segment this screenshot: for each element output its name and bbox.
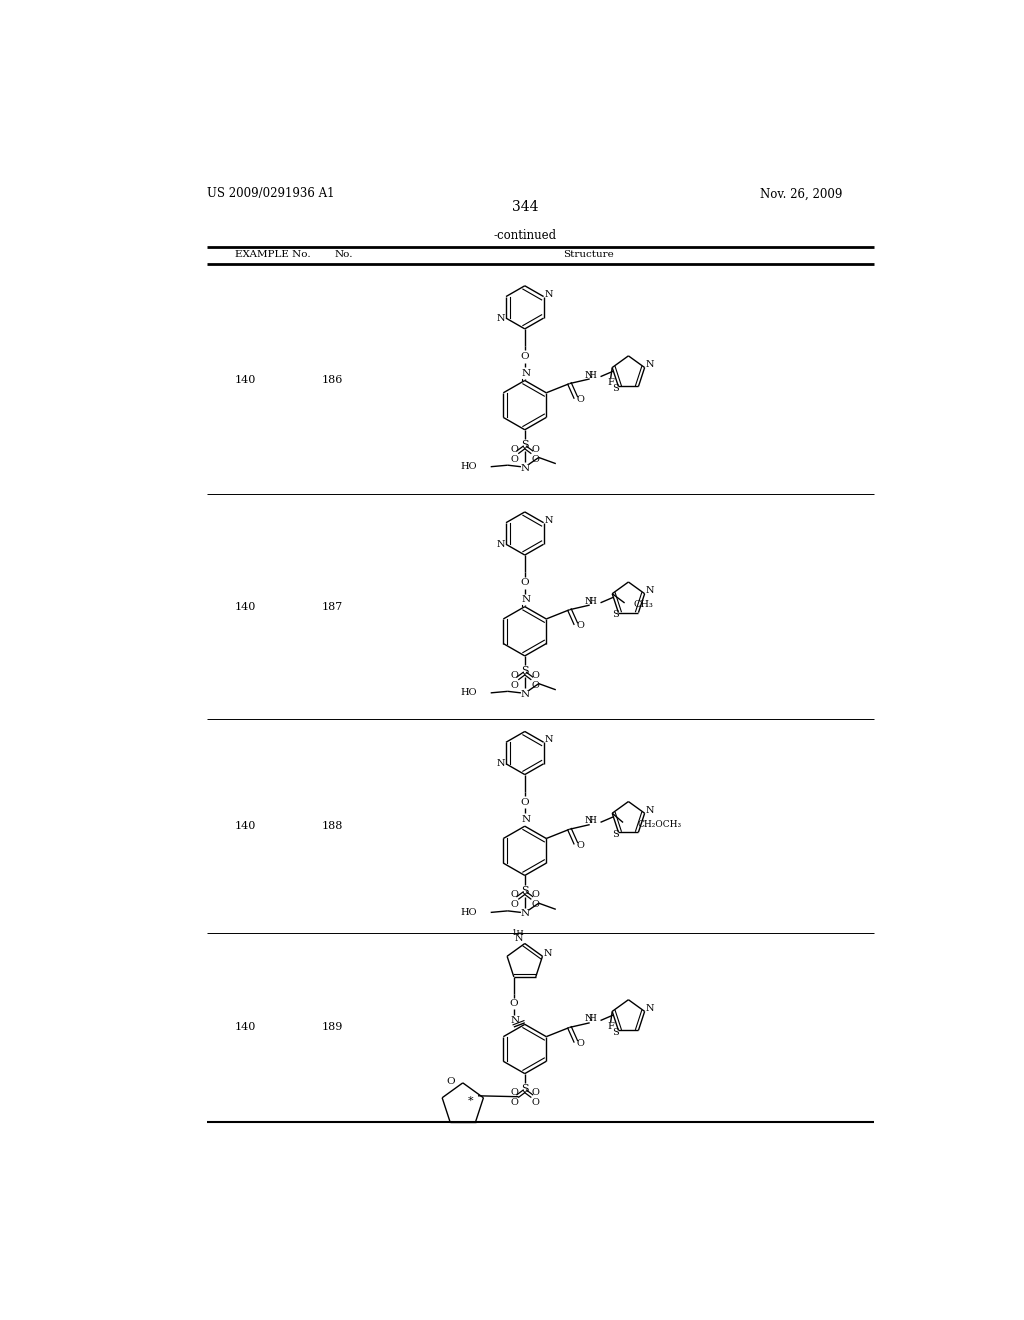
- Text: O: O: [510, 454, 518, 463]
- Text: US 2009/0291936 A1: US 2009/0291936 A1: [207, 187, 335, 201]
- Text: N: N: [585, 816, 593, 825]
- Text: EXAMPLE No.: EXAMPLE No.: [236, 251, 310, 260]
- Text: 140: 140: [234, 375, 256, 385]
- Text: O: O: [510, 890, 518, 899]
- Text: 188: 188: [323, 821, 343, 832]
- Text: N: N: [520, 463, 529, 473]
- Text: N: N: [520, 690, 529, 698]
- Text: O: O: [510, 1098, 518, 1107]
- Text: N: N: [497, 314, 505, 322]
- Text: S: S: [521, 886, 528, 896]
- Text: N: N: [646, 1003, 654, 1012]
- Text: O: O: [577, 1039, 585, 1048]
- Text: O: O: [531, 1098, 540, 1107]
- Text: O: O: [510, 999, 518, 1008]
- Text: O: O: [520, 578, 529, 587]
- Text: -continued: -continued: [494, 230, 556, 242]
- Text: O: O: [531, 445, 540, 454]
- Text: No.: No.: [334, 251, 353, 260]
- Text: F: F: [607, 1022, 614, 1031]
- Text: 189: 189: [323, 1023, 343, 1032]
- Text: N: N: [497, 540, 505, 549]
- Text: N: N: [646, 805, 654, 814]
- Text: S: S: [612, 830, 618, 840]
- Text: N: N: [514, 935, 523, 944]
- Text: N: N: [545, 735, 553, 744]
- Text: O: O: [531, 671, 540, 680]
- Text: N: N: [522, 370, 530, 378]
- Text: N: N: [545, 290, 553, 298]
- Text: HO: HO: [460, 688, 477, 697]
- Text: O: O: [510, 445, 518, 454]
- Text: S: S: [612, 384, 618, 393]
- Text: O: O: [520, 352, 529, 362]
- Text: O: O: [531, 1089, 540, 1097]
- Text: H: H: [589, 371, 597, 380]
- Text: 1H: 1H: [512, 929, 525, 937]
- Text: O: O: [510, 671, 518, 680]
- Text: 186: 186: [323, 375, 343, 385]
- Text: CH₂OCH₃: CH₂OCH₃: [637, 820, 681, 829]
- Text: O: O: [577, 395, 585, 404]
- Text: O: O: [510, 681, 518, 689]
- Text: N: N: [544, 949, 552, 958]
- Text: 140: 140: [234, 602, 256, 611]
- Text: S: S: [612, 610, 618, 619]
- Text: 344: 344: [512, 201, 538, 214]
- Text: O: O: [446, 1077, 455, 1086]
- Text: HO: HO: [460, 462, 477, 471]
- Text: H: H: [589, 597, 597, 606]
- Text: O: O: [510, 900, 518, 909]
- Text: 140: 140: [234, 1023, 256, 1032]
- Text: H: H: [589, 816, 597, 825]
- Text: N: N: [520, 909, 529, 919]
- Text: O: O: [577, 622, 585, 631]
- Text: Nov. 26, 2009: Nov. 26, 2009: [760, 187, 842, 201]
- Text: O: O: [531, 681, 540, 689]
- Text: N: N: [522, 814, 530, 824]
- Text: N: N: [646, 360, 654, 370]
- Text: N: N: [585, 1015, 593, 1023]
- Text: N: N: [522, 595, 530, 605]
- Text: S: S: [612, 1028, 618, 1038]
- Text: Structure: Structure: [563, 251, 613, 260]
- Text: O: O: [520, 797, 529, 807]
- Text: O: O: [531, 890, 540, 899]
- Text: O: O: [531, 900, 540, 909]
- Text: H: H: [589, 1015, 597, 1023]
- Text: N: N: [585, 371, 593, 380]
- Text: N: N: [497, 759, 505, 768]
- Text: CH₃: CH₃: [634, 601, 653, 609]
- Text: 187: 187: [323, 602, 343, 611]
- Text: F: F: [607, 379, 614, 388]
- Text: S: S: [521, 1084, 528, 1094]
- Text: N: N: [646, 586, 654, 595]
- Text: N: N: [585, 597, 593, 606]
- Text: O: O: [510, 1089, 518, 1097]
- Text: N: N: [511, 1016, 520, 1026]
- Text: 140: 140: [234, 821, 256, 832]
- Text: *: *: [468, 1096, 473, 1106]
- Text: N: N: [545, 516, 553, 525]
- Text: HO: HO: [460, 908, 477, 917]
- Text: O: O: [577, 841, 585, 850]
- Text: S: S: [521, 667, 528, 676]
- Text: O: O: [531, 454, 540, 463]
- Text: S: S: [521, 440, 528, 450]
